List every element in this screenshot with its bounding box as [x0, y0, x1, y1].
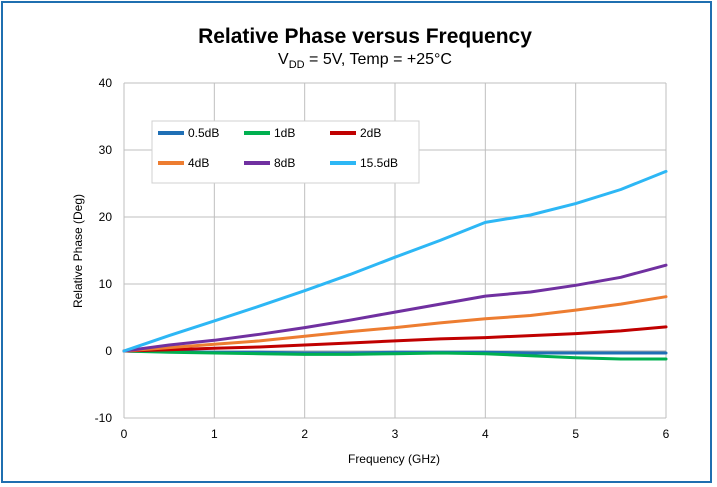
- x-tick-label: 1: [211, 427, 218, 441]
- y-axis-label: Relative Phase (Deg): [71, 194, 85, 308]
- legend-label: 15.5dB: [360, 156, 398, 170]
- legend-label: 0.5dB: [188, 126, 219, 140]
- x-tick-label: 5: [572, 427, 579, 441]
- legend: 0.5dB 1dB 2dB 4dB 8dB 15.5dB: [151, 120, 420, 184]
- y-tick-label: 10: [99, 277, 113, 291]
- series-line-4db: [122, 295, 668, 353]
- x-tick-label: 0: [121, 427, 128, 441]
- y-tick-label: 0: [105, 344, 112, 358]
- legend-label: 8dB: [274, 156, 295, 170]
- x-tick-label: 2: [301, 427, 308, 441]
- legend-label: 2dB: [360, 126, 381, 140]
- x-tick-label: 4: [482, 427, 489, 441]
- x-tick-label: 3: [392, 427, 399, 441]
- y-tick-label: 20: [99, 210, 113, 224]
- series-line-1db: [122, 349, 668, 361]
- x-axis-ticks: 0 1 2 3 4 5 6: [121, 427, 670, 441]
- series-line-8db: [122, 263, 668, 353]
- x-tick-label: 6: [663, 427, 670, 441]
- chart-subtitle: VDD = 5V, Temp = +25°C: [278, 51, 452, 71]
- legend-box: [151, 120, 420, 184]
- series-line-2db: [122, 325, 668, 353]
- y-axis-ticks: -10 0 10 20 30 40: [95, 76, 113, 425]
- y-tick-label: 30: [99, 143, 113, 157]
- series-lines: [122, 169, 668, 361]
- x-axis-label: Frequency (GHz): [348, 452, 440, 466]
- y-tick-label: -10: [95, 411, 113, 425]
- series-line-15-5db: [122, 169, 668, 353]
- legend-label: 4dB: [188, 156, 209, 170]
- chart-title: Relative Phase versus Frequency: [198, 25, 532, 48]
- y-tick-label: 40: [99, 76, 113, 90]
- legend-label: 1dB: [274, 126, 295, 140]
